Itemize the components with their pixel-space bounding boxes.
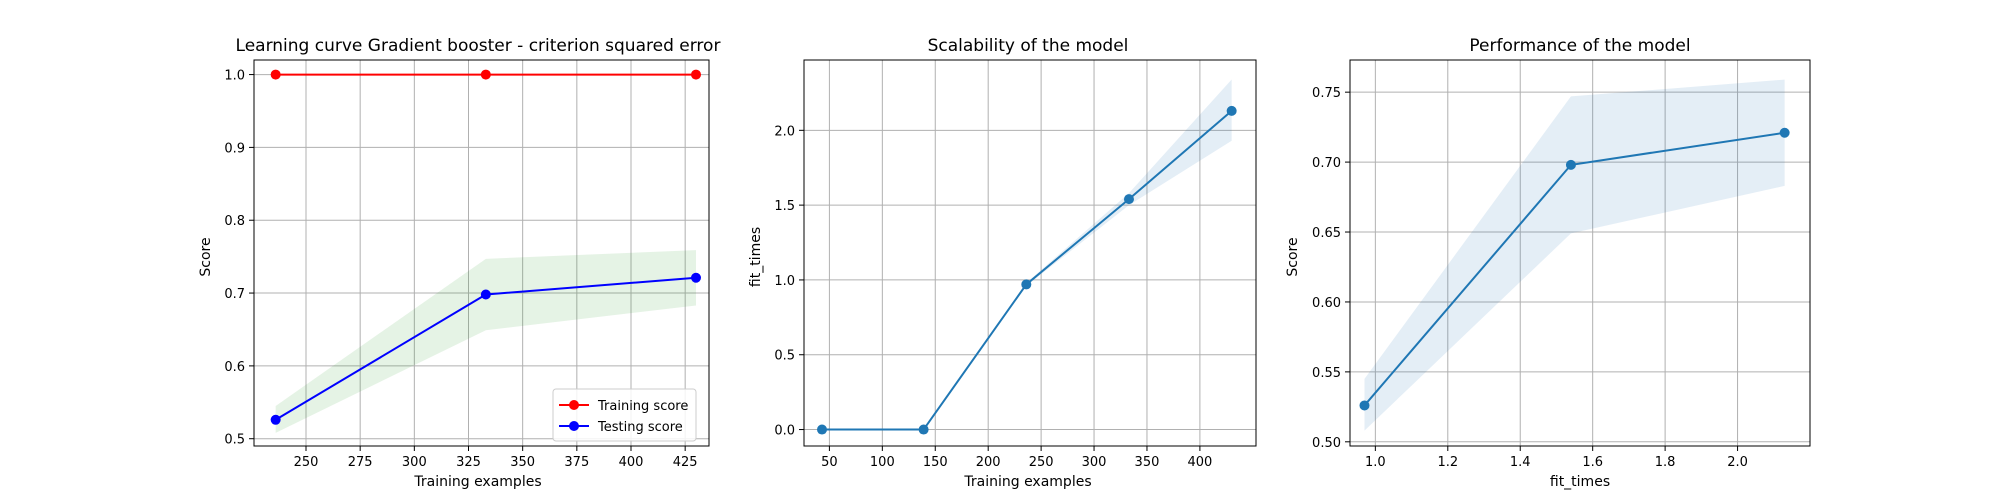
scalability-xlabel: Training examples	[963, 474, 1091, 490]
y-tick-label: 0.7	[224, 287, 245, 302]
data-point	[270, 414, 281, 425]
axes-frame	[253, 59, 710, 447]
data-point	[1226, 105, 1237, 116]
x-tick-label: 425	[673, 455, 698, 470]
x-tick-label: 200	[976, 455, 1001, 470]
x-tick-label: 2.0	[1727, 455, 1748, 470]
scalability-title: Scalability of the model	[928, 36, 1129, 56]
y-tick-label: 1.0	[224, 69, 245, 84]
data-point	[918, 424, 929, 435]
data-point	[691, 272, 701, 283]
y-tick-label: 0.6	[224, 360, 245, 375]
performance-xlabel: fit_times	[1550, 474, 1610, 490]
plot-area: 1.0 1.2 1.4 1.6 1.8 2.0 0.50 0.55 0.60 0.65 0.70 0.…	[1312, 59, 1811, 470]
data-point	[480, 69, 491, 80]
x-tick-label: 1.4	[1510, 455, 1531, 470]
data-point	[816, 424, 827, 435]
x-tick-label: 150	[923, 455, 948, 470]
x-tick-label: 375	[564, 455, 589, 470]
x-tick-label: 325	[456, 455, 481, 470]
y-tick-label: 1.0	[774, 274, 795, 289]
x-tick-label: 250	[1029, 455, 1054, 470]
y-tick-label: 0.50	[1312, 436, 1341, 451]
data-point	[1123, 194, 1134, 205]
x-tick-label: 50	[821, 455, 838, 470]
learning-curve-ylabel: Score	[198, 237, 214, 276]
data-point	[1021, 279, 1032, 290]
performance-title: Performance of the model	[1469, 36, 1690, 56]
learning-curve-xlabel: Training examples	[413, 474, 541, 490]
data-point	[1359, 400, 1370, 411]
x-tick-label: 350	[510, 455, 535, 470]
y-tick-label: 2.0	[774, 124, 795, 139]
y-tick-label: 0.75	[1312, 86, 1341, 101]
learning-curve-panel: Learning curve Gradient booster - criter…	[198, 36, 720, 490]
x-tick-label: 300	[1082, 455, 1107, 470]
legend-marker-testing	[569, 421, 579, 431]
data-point	[270, 69, 281, 80]
x-tick-label: 250	[294, 455, 319, 470]
y-tick-label: 0.70	[1312, 156, 1341, 171]
y-tick-label: 0.9	[224, 141, 245, 156]
x-tick-label: 100	[870, 455, 895, 470]
scalability-panel: Scalability of the model Training exampl…	[748, 36, 1257, 490]
x-tick-label: 300	[402, 455, 427, 470]
data-point	[1565, 159, 1576, 170]
learning-curve-legend: Training score Testing score	[552, 388, 697, 442]
y-tick-label: 0.8	[224, 214, 245, 229]
x-tick-label: 350	[1135, 455, 1160, 470]
data-point	[691, 69, 701, 80]
performance-panel: Performance of the model fit_times Score…	[1285, 36, 1811, 490]
std-band	[275, 250, 696, 433]
x-tick-label: 1.2	[1437, 455, 1458, 470]
std-band	[1364, 79, 1785, 431]
x-tick-label: 400	[1187, 455, 1212, 470]
y-tick-label: 1.5	[774, 199, 795, 214]
legend-marker-training	[569, 400, 579, 410]
x-tick-label: 1.0	[1365, 455, 1386, 470]
x-tick-label: 1.8	[1655, 455, 1676, 470]
legend-label-testing: Testing score	[597, 420, 683, 435]
axes-frame	[1349, 59, 1811, 447]
y-tick-label: 0.60	[1312, 296, 1341, 311]
learning-curve-title: Learning curve Gradient booster - criter…	[236, 36, 721, 56]
scalability-ylabel: fit_times	[748, 227, 764, 287]
legend-label-training: Training score	[597, 399, 688, 414]
legend-frame	[552, 388, 697, 442]
y-tick-label: 0.5	[774, 349, 795, 364]
y-tick-label: 0.0	[774, 424, 795, 439]
x-tick-label: 275	[348, 455, 373, 470]
y-tick-label: 0.5	[224, 433, 245, 448]
x-tick-label: 400	[619, 455, 644, 470]
y-tick-label: 0.55	[1312, 366, 1341, 381]
y-tick-label: 0.65	[1312, 226, 1341, 241]
data-point	[1779, 127, 1790, 138]
plot-area: 50 100 150 200 250 300 350 400 0.0 0.5 1.0 1.5 2.0	[774, 59, 1257, 470]
data-point	[480, 289, 491, 300]
axes-frame	[803, 59, 1257, 447]
plot-area: 250 275 300 325 350 375 400 425 0.5 0.6 0.7 0.8 0.9 1…	[224, 59, 710, 470]
x-tick-label: 1.6	[1582, 455, 1603, 470]
performance-ylabel: Score	[1285, 237, 1301, 276]
